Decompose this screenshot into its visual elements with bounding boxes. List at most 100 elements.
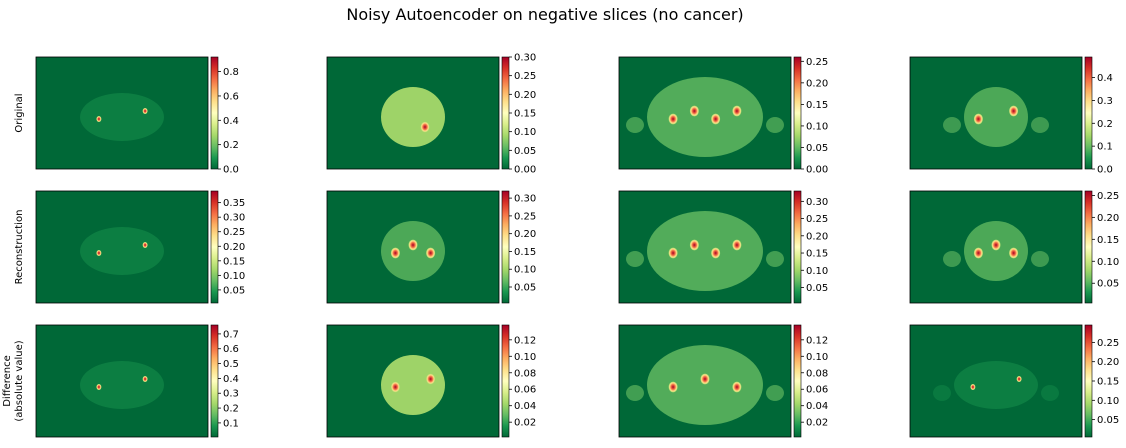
panel-r2-c2: 0.05 0.10 0.15 0.20 0.25 0.30 [326, 190, 536, 304]
colorbar-tick-label: 0.10 [514, 352, 536, 363]
hotspot [668, 113, 678, 125]
body-region [381, 87, 445, 147]
heatmap-image [36, 325, 208, 437]
panel-r3-c2: 0.02 0.04 0.06 0.08 0.10 0.12 [326, 324, 536, 438]
colorbar-tick-label: 0.30 [223, 213, 245, 224]
hotspot [732, 381, 742, 393]
hotspot [142, 108, 148, 114]
body-region [80, 227, 164, 275]
colorbar-tick-label: 0.08 [806, 368, 828, 379]
colorbar-tick-label: 0.2 [1097, 119, 1113, 130]
hotspot [142, 376, 148, 382]
body-region [381, 355, 445, 415]
panel-frame [35, 324, 209, 438]
body-region [80, 361, 164, 409]
hotspot [390, 381, 400, 393]
colorbar-frame [501, 324, 510, 438]
colorbar-tick-label: 0.15 [514, 247, 536, 258]
colorbar-tick-label: 0.05 [223, 285, 245, 296]
colorbar-tick-label: 0.05 [806, 143, 828, 154]
body-region [80, 93, 164, 141]
hotspot [973, 113, 983, 125]
body-region [381, 221, 445, 281]
colorbar-tick-label: 0.20 [223, 242, 245, 253]
colorbar [502, 191, 509, 303]
panel-frame [618, 190, 792, 304]
colorbar [502, 325, 509, 437]
hotspot [689, 239, 699, 251]
panel-r1-c1: 0.0 0.2 0.4 0.6 0.8 [35, 56, 239, 176]
body-region [647, 345, 763, 425]
panel-frame [618, 324, 792, 438]
panel-r2-c4: 0.05 0.10 0.15 0.20 0.25 [909, 190, 1119, 304]
colorbar [502, 57, 509, 169]
heatmap-image [36, 57, 208, 169]
colorbar-tick-label: 0.10 [514, 265, 536, 276]
colorbar-tick-label: 0.20 [1097, 213, 1119, 224]
colorbar-tick-label: 0.25 [1097, 191, 1119, 202]
colorbar-tick-label: 0.25 [514, 211, 536, 222]
colorbar [1085, 57, 1092, 169]
hotspot [732, 239, 742, 251]
body-region [647, 77, 763, 157]
panel-frame [909, 190, 1083, 304]
colorbar-tick-label: 0.5 [223, 359, 239, 370]
arm-region [766, 117, 784, 133]
body-region [964, 221, 1028, 281]
arm-region [1031, 251, 1049, 267]
colorbar-tick-label: 0.1 [223, 418, 239, 429]
arm-region [943, 117, 961, 133]
colorbar-tick-label: 0.04 [806, 401, 828, 412]
colorbar-tick-label: 0.05 [1097, 279, 1119, 290]
panel-grid: Original Reconstruction Difference(absolut… [2, 53, 1119, 438]
colorbar [794, 325, 801, 437]
colorbar [211, 325, 218, 437]
hotspot [970, 384, 976, 390]
colorbar-tick-label: 0.20 [514, 229, 536, 240]
hotspot [1009, 105, 1019, 117]
colorbar-tick-label: 0.10 [806, 121, 828, 132]
hotspot [1016, 376, 1022, 382]
colorbar-tick-label: 0.15 [1097, 377, 1119, 388]
colorbar-tick-label: 0.35 [223, 198, 245, 209]
hotspot [96, 116, 102, 122]
colorbar-tick-label: 0.30 [514, 194, 536, 205]
heatmap-image [910, 325, 1082, 437]
colorbar-tick-label: 0.15 [1097, 235, 1119, 246]
colorbar-tick-label: 0.15 [223, 256, 245, 267]
hotspot [711, 113, 721, 125]
panel-r1-c2: 0.00 0.05 0.10 0.15 0.20 0.25 0.30 [326, 53, 536, 176]
colorbar-tick-label: 0.04 [514, 401, 536, 412]
panel-frame [326, 324, 500, 438]
colorbar-tick-label: 0.3 [223, 389, 239, 400]
colorbar-tick-label: 0.10 [514, 127, 536, 138]
hotspot [700, 373, 710, 385]
arm-region [766, 251, 784, 267]
arm-region [766, 385, 784, 401]
colorbar-frame [210, 324, 219, 438]
panel-frame [909, 324, 1083, 438]
colorbar-tick-label: 0.12 [514, 335, 536, 346]
colorbar-frame [1084, 190, 1093, 304]
colorbar [1085, 191, 1092, 303]
hotspot [973, 247, 983, 259]
figure-title: Noisy Autoencoder on negative slices (no… [346, 5, 743, 24]
panel-r2-c3: 0.05 0.10 0.15 0.20 0.25 0.30 [618, 190, 828, 304]
panel-r1-c3: 0.00 0.05 0.10 0.15 0.20 0.25 [618, 56, 828, 176]
colorbar-tick-label: 0.3 [1097, 96, 1113, 107]
colorbar-tick-label: 0.15 [806, 249, 828, 260]
colorbar-tick-label: 0.6 [223, 344, 239, 355]
colorbar-tick-label: 0.02 [806, 418, 828, 429]
colorbar-tick-label: 0.00 [514, 165, 536, 176]
panel-r3-c3: 0.02 0.04 0.06 0.08 0.10 0.12 [618, 324, 828, 438]
hotspot [732, 105, 742, 117]
colorbar-tick-label: 0.05 [514, 146, 536, 157]
panel-r2-c1: 0.05 0.10 0.15 0.20 0.25 0.30 0.35 [35, 190, 245, 304]
hotspot [991, 239, 1001, 251]
colorbar-frame [793, 190, 802, 304]
arm-region [626, 117, 644, 133]
colorbar-frame [210, 190, 219, 304]
colorbar-tick-label: 0.20 [806, 231, 828, 242]
colorbar [1085, 325, 1092, 437]
